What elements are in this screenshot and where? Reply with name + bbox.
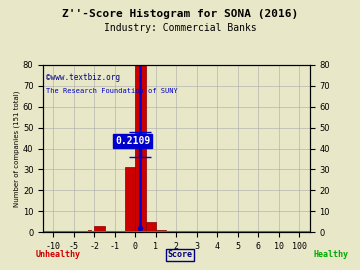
Text: Healthy: Healthy: [313, 250, 348, 259]
Text: Score: Score: [167, 250, 193, 259]
Text: 0.2109: 0.2109: [115, 136, 150, 146]
Bar: [146, 222, 156, 232]
Bar: [156, 230, 166, 232]
Text: Z''-Score Histogram for SONA (2016): Z''-Score Histogram for SONA (2016): [62, 9, 298, 19]
Y-axis label: Number of companies (151 total): Number of companies (151 total): [14, 90, 20, 207]
Bar: [125, 167, 135, 232]
Text: Industry: Commercial Banks: Industry: Commercial Banks: [104, 23, 256, 33]
Bar: [94, 226, 105, 232]
Bar: [87, 230, 91, 232]
Text: The Research Foundation of SUNY: The Research Foundation of SUNY: [46, 88, 177, 94]
Text: ©www.textbiz.org: ©www.textbiz.org: [46, 73, 120, 82]
Bar: [135, 65, 146, 232]
Text: Unhealthy: Unhealthy: [36, 250, 81, 259]
